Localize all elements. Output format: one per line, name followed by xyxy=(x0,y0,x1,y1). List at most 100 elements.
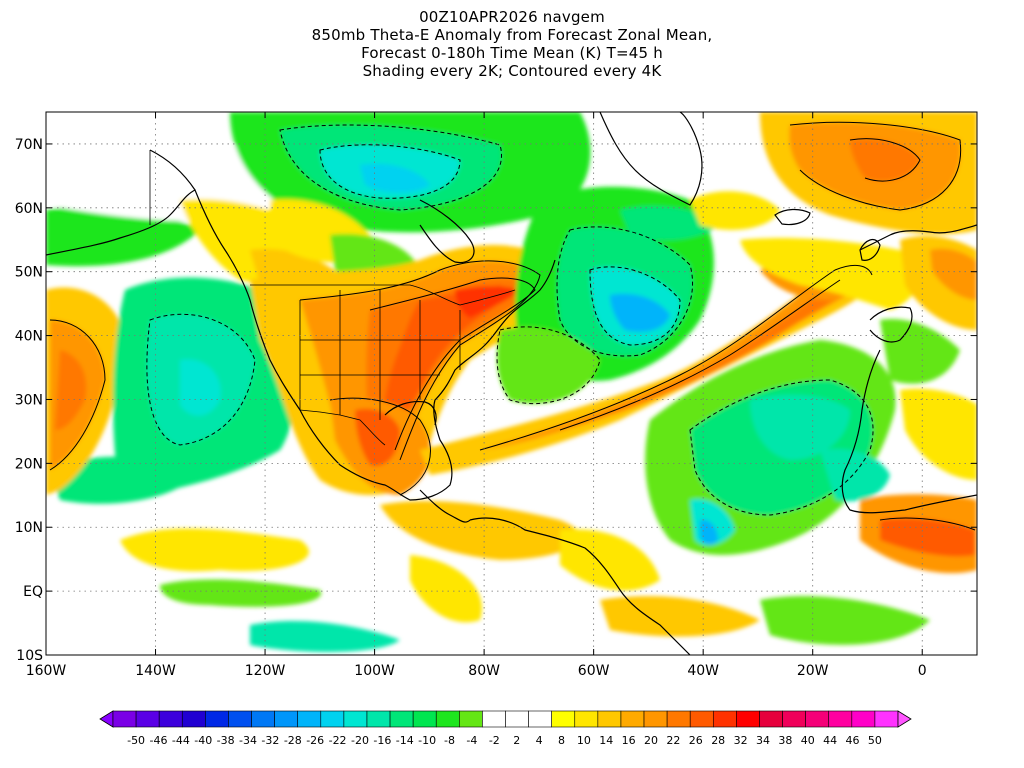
tropical-anomaly-patch xyxy=(250,620,400,652)
lon-tick-label: 120W xyxy=(245,663,286,679)
north-atlantic-cool-region xyxy=(497,326,600,404)
colorbar-swatch xyxy=(736,710,760,728)
colorbar-swatch xyxy=(712,710,737,728)
lon-tick-label: 140W xyxy=(135,663,176,679)
tropical-anomaly-patch xyxy=(560,529,660,591)
pacific-warm-tongue xyxy=(55,350,87,430)
latitude-labels: 70N 60N 50N 40N 30N 20N 10N EQ 10S xyxy=(15,137,43,664)
colorbar-swatch xyxy=(482,710,506,728)
colorbar-swatch xyxy=(297,710,322,728)
colorbar-label: 8 xyxy=(558,734,565,747)
coastline-europe xyxy=(859,224,977,251)
lon-tick-label: 20W xyxy=(797,663,829,679)
lat-tick-label: 10N xyxy=(15,520,43,536)
lon-tick-label: 40W xyxy=(687,663,719,679)
pacific-cool-region xyxy=(180,359,221,416)
colorbar-label: -34 xyxy=(239,734,257,747)
coastline-hudson-bay xyxy=(419,199,475,264)
colorbar-swatch xyxy=(343,710,368,728)
colorbar-max-arrow xyxy=(897,710,912,728)
colorbar-swatch xyxy=(135,710,160,728)
colorbar-label: -44 xyxy=(172,734,190,747)
contour-line-negative xyxy=(279,124,502,211)
title-line-1: 00Z10APR2026 navgem xyxy=(419,8,605,26)
arctic-warm-patch xyxy=(690,191,780,230)
coastline-iberia xyxy=(869,306,913,343)
lon-tick-label: 100W xyxy=(354,663,395,679)
colorbar-swatch xyxy=(181,710,206,728)
colorbar-label: -16 xyxy=(373,734,391,747)
title-block: 00Z10APR2026 navgem 850mb Theta-E Anomal… xyxy=(0,8,1024,80)
africa-warm-patch xyxy=(900,388,977,480)
colorbar-label: 34 xyxy=(756,734,770,747)
subtropical-atlantic-cool xyxy=(750,394,850,460)
colorbar-label: 28 xyxy=(711,734,725,747)
lat-tick-label: 40N xyxy=(15,329,43,345)
colorbar-label: -40 xyxy=(194,734,212,747)
coastline-iceland xyxy=(774,208,811,226)
colorbar-label: -8 xyxy=(444,734,455,747)
colorbar-label: -2 xyxy=(489,734,500,747)
political-borders xyxy=(149,150,516,446)
colorbar-swatch xyxy=(528,710,552,728)
colorbar-label: -32 xyxy=(261,734,279,747)
colorbar-label: -38 xyxy=(217,734,235,747)
us-warm-belt xyxy=(383,285,506,440)
colorbar-label: 44 xyxy=(823,734,837,747)
colorbar-swatch xyxy=(643,710,668,728)
arctic-warm-patch xyxy=(850,138,920,181)
lat-tick-label: 10S xyxy=(16,648,43,664)
europe-warm-patch xyxy=(930,248,977,300)
coastline-alaska xyxy=(149,149,196,191)
colorbar-label: 16 xyxy=(622,734,636,747)
colorbar-swatch xyxy=(251,710,275,728)
lon-tick-label: 160W xyxy=(26,663,67,679)
contour-line-negative xyxy=(556,226,694,357)
tropical-anomaly-patch xyxy=(600,596,760,637)
coastline-central-america xyxy=(419,489,471,523)
coastline-south-america xyxy=(469,517,691,655)
tropical-anomaly-patch xyxy=(410,555,482,623)
colorbar-swatch xyxy=(505,710,529,728)
axis-ticks xyxy=(45,112,977,656)
lat-tick-label: 50N xyxy=(15,265,43,281)
tropical-anomaly-patch xyxy=(880,518,975,557)
colorbar-labels: -50 -46 -44 -40 -38 -34 -32 -28 -26 -22 -20 -16 -14-… xyxy=(127,734,882,747)
contour-line-negative xyxy=(146,313,256,446)
colorbar-label: -50 xyxy=(127,734,145,747)
coastline-africa xyxy=(841,349,977,514)
colorbar-swatch xyxy=(205,710,229,728)
lat-tick-label: 70N xyxy=(15,137,43,153)
colorbar-label: 32 xyxy=(734,734,748,747)
colorbar-label: -14 xyxy=(396,734,414,747)
colorbar-label: -46 xyxy=(149,734,167,747)
colorbar-swatch xyxy=(620,710,645,728)
subtropical-atlantic-cool xyxy=(820,448,890,502)
canada-cool-region xyxy=(360,163,430,193)
colorbar-swatch xyxy=(412,710,437,728)
colorbar-label: -10 xyxy=(418,734,436,747)
colorbar-swatch xyxy=(158,710,183,728)
tropical-anomaly-patch xyxy=(160,579,322,607)
colorbar-label: 2 xyxy=(513,734,520,747)
us-warm-belt xyxy=(455,286,520,318)
colorbar-label: 26 xyxy=(689,734,703,747)
longitude-labels: 160W 140W 120W 100W 80W 60W 40W 20W 0 xyxy=(26,663,927,679)
colorbar-swatch xyxy=(874,710,899,728)
coastline-greenland xyxy=(599,112,703,206)
contour-line-negative xyxy=(496,326,601,405)
north-atlantic-cool-region xyxy=(610,293,670,332)
contour-line xyxy=(479,264,873,451)
lon-tick-label: 60W xyxy=(578,663,610,679)
title-line-2: 850mb Theta-E Anomaly from Forecast Zona… xyxy=(311,26,713,44)
map-area xyxy=(46,112,977,655)
border-us-mexico xyxy=(299,409,386,446)
contour-line xyxy=(329,397,431,496)
colorbar-swatch xyxy=(851,710,876,728)
colorbar-label: 20 xyxy=(644,734,658,747)
colorbar-swatch xyxy=(759,710,783,728)
contour-line xyxy=(879,517,976,531)
tropical-anomaly-patch xyxy=(120,528,309,572)
colorbar-min-arrow xyxy=(99,710,114,728)
